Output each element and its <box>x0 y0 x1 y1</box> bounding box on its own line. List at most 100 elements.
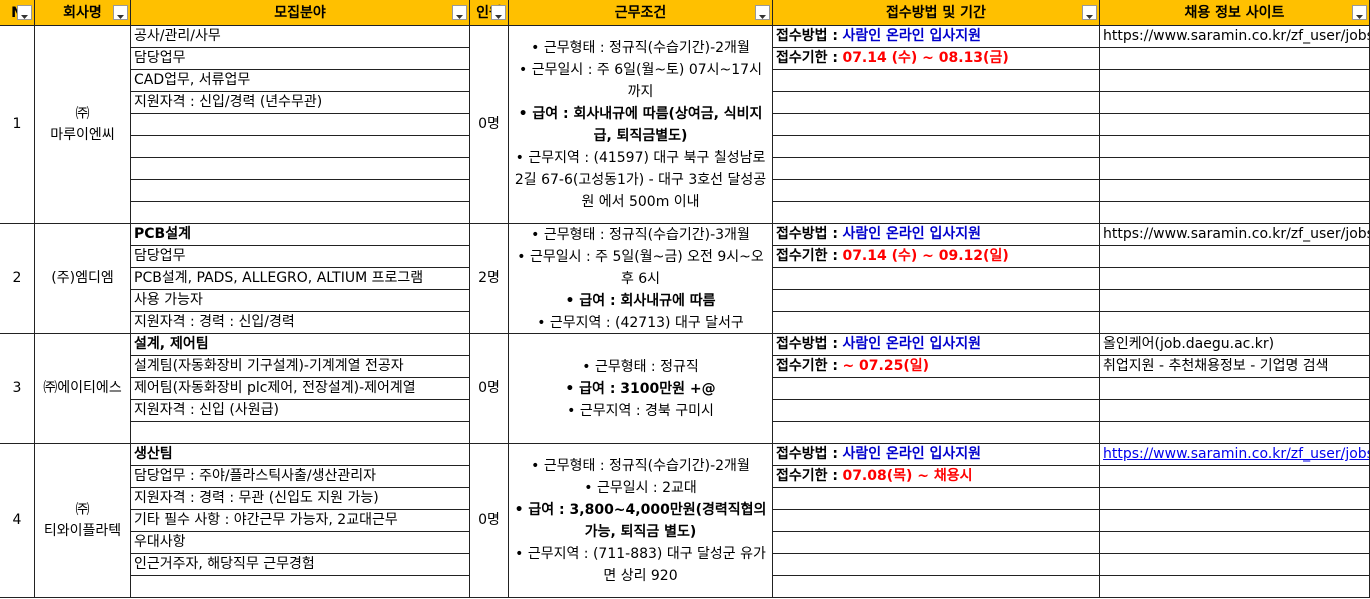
conditions: • 근무형태 : 정규직(수습기간)-2개월 • 근무일시 : 2교대 • 급여 :… <box>509 444 773 598</box>
company: (주)엠디엠 <box>35 224 131 334</box>
method-label: 접수방법 : <box>776 446 838 462</box>
position-text: 제어팀(자동화장비 plc제어, 전장설계)-제어계열 <box>134 380 416 396</box>
filter-button[interactable] <box>452 5 467 20</box>
count-text: 2명 <box>478 270 500 286</box>
filter-button[interactable] <box>491 5 506 20</box>
application-cell: 접수방법 : 사람인 온라인 입사지원 <box>773 224 1100 246</box>
position-text: PCB설계, PADS, ALLEGRO, ALTIUM 프로그램 <box>134 270 424 286</box>
row-number: 4 <box>0 444 35 598</box>
deadline-value: ~ 07.25(일) <box>842 358 930 374</box>
filter-button[interactable] <box>1352 5 1367 20</box>
filter-arrow <box>456 15 463 19</box>
header-text: 채용 정보 사이트 <box>1184 5 1285 21</box>
application-cell <box>773 70 1100 92</box>
site-cell <box>1100 180 1370 202</box>
condition-item: • 근무형태 : 정규직(수습기간)-3개월 <box>531 226 750 243</box>
position-cell: 담당업무 <box>131 48 470 70</box>
application-cell <box>773 202 1100 224</box>
position-cell <box>131 136 470 158</box>
site-cell: 올인케어(job.daegu.ac.kr) <box>1100 334 1370 356</box>
filter-button[interactable] <box>1082 5 1097 20</box>
count: 0명 <box>470 444 509 598</box>
site-cell <box>1100 510 1370 532</box>
position-text: 지원자격 : 경력 : 무관 (신입도 지원 가능) <box>134 490 379 506</box>
deadline-value: 07.14 (수) ~ 08.13(금) <box>842 50 1009 66</box>
filter-button[interactable] <box>113 5 128 20</box>
condition-item: • 근무형태 : 정규직(수습기간)-2개월 <box>531 457 750 474</box>
condition-item: • 근무일시 : 주 5일(월~금) 오전 9시~오후 6시 <box>517 248 764 287</box>
position-text: 지원자격 : 신입 (사원급) <box>134 402 279 418</box>
company-line: ㈜ <box>75 501 90 518</box>
deadline-label: 접수기한 : <box>776 358 838 374</box>
row-number-text: 1 <box>12 116 22 132</box>
company-line: 티와이플라텍 <box>43 522 122 539</box>
application-cell <box>773 422 1100 444</box>
position-text: 공사/관리/사무 <box>134 28 221 44</box>
method-value: 사람인 온라인 입사지원 <box>842 28 982 44</box>
position-text: 설계, 제어팀 <box>134 336 209 352</box>
position-cell: PCB설계 <box>131 224 470 246</box>
application-cell <box>773 136 1100 158</box>
position-cell <box>131 202 470 224</box>
company-line: 마루이엔씨 <box>50 126 115 143</box>
condition-item: • 급여 : 회사내규에 따름 <box>565 292 716 309</box>
position-cell: 제어팀(자동화장비 plc제어, 전장설계)-제어계열 <box>131 378 470 400</box>
row-number-text: 4 <box>12 512 22 528</box>
method-label: 접수방법 : <box>776 336 838 352</box>
filter-arrow <box>1086 15 1093 19</box>
site-text[interactable]: https://www.saramin.co.kr/zf_user/jobs/ <box>1103 446 1370 462</box>
deadline-value: 07.14 (수) ~ 09.12(일) <box>842 248 1009 264</box>
application-cell: 접수방법 : 사람인 온라인 입사지원 <box>773 334 1100 356</box>
row-number-text: 3 <box>12 380 22 396</box>
method-value: 사람인 온라인 입사지원 <box>842 226 982 242</box>
position-text: PCB설계 <box>134 226 191 242</box>
position-cell <box>131 114 470 136</box>
position-cell: 생산팀 <box>131 444 470 466</box>
position-text: 담당업무 <box>134 248 186 264</box>
filter-arrow <box>1356 15 1363 19</box>
position-text: 지원자격 : 신입/경력 (년수무관) <box>134 94 323 110</box>
position-cell: CAD업무, 서류업무 <box>131 70 470 92</box>
application-cell <box>773 158 1100 180</box>
header-cell: 모집분야 <box>131 0 470 26</box>
site-cell: https://www.saramin.co.kr/zf_user/jobs/ <box>1100 444 1370 466</box>
header-cell: 회사명 <box>35 0 131 26</box>
position-text: 우대사항 <box>134 534 186 550</box>
position-cell: 지원자격 : 경력 : 무관 (신입도 지원 가능) <box>131 488 470 510</box>
condition-item: • 급여 : 3100만원 +@ <box>565 380 716 397</box>
position-cell <box>131 576 470 598</box>
site-cell <box>1100 202 1370 224</box>
position-cell: 지원자격 : 경력 : 신입/경력 <box>131 312 470 334</box>
application-cell <box>773 532 1100 554</box>
row-number: 3 <box>0 334 35 444</box>
application-cell: 접수기한 : 07.08(목) ~ 채용시 <box>773 466 1100 488</box>
method-label: 접수방법 : <box>776 28 838 44</box>
application-cell <box>773 378 1100 400</box>
position-text: 설계팀(자동화장비 기구설계)-기계계열 전공자 <box>134 358 404 374</box>
application-cell <box>773 268 1100 290</box>
header-cell: 근무조건 <box>509 0 773 26</box>
position-cell: PCB설계, PADS, ALLEGRO, ALTIUM 프로그램 <box>131 268 470 290</box>
header-text: 접수방법 및 기간 <box>886 5 986 21</box>
filter-arrow <box>21 15 28 19</box>
site-cell <box>1100 400 1370 422</box>
method-value: 사람인 온라인 입사지원 <box>842 336 982 352</box>
row-number: 1 <box>0 26 35 224</box>
site-cell: https://www.saramin.co.kr/zf_user/jobs/ <box>1100 26 1370 48</box>
company-line: (주)엠디엠 <box>51 270 114 286</box>
header-text: 회사명 <box>63 5 102 21</box>
company: ㈜ 티와이플라텍 <box>35 444 131 598</box>
header-text: 근무조건 <box>614 5 667 21</box>
application-cell <box>773 488 1100 510</box>
position-cell: 기타 필수 사항 : 야간근무 가능자, 2교대근무 <box>131 510 470 532</box>
condition-item: • 근무형태 : 정규직 <box>582 358 699 375</box>
site-cell <box>1100 466 1370 488</box>
site-cell <box>1100 70 1370 92</box>
condition-item: • 급여 : 회사내규에 따름(상여금, 식비지급, 퇴직금별도) <box>518 105 763 144</box>
filter-button[interactable] <box>755 5 770 20</box>
conditions: • 근무형태 : 정규직 • 급여 : 3100만원 +@ • 근무지역 : 경북 … <box>509 334 773 444</box>
count-text: 0명 <box>478 380 500 396</box>
filter-button[interactable] <box>17 5 32 20</box>
condition-item: • 근무지역 : (42713) 대구 달서구 <box>537 314 744 331</box>
